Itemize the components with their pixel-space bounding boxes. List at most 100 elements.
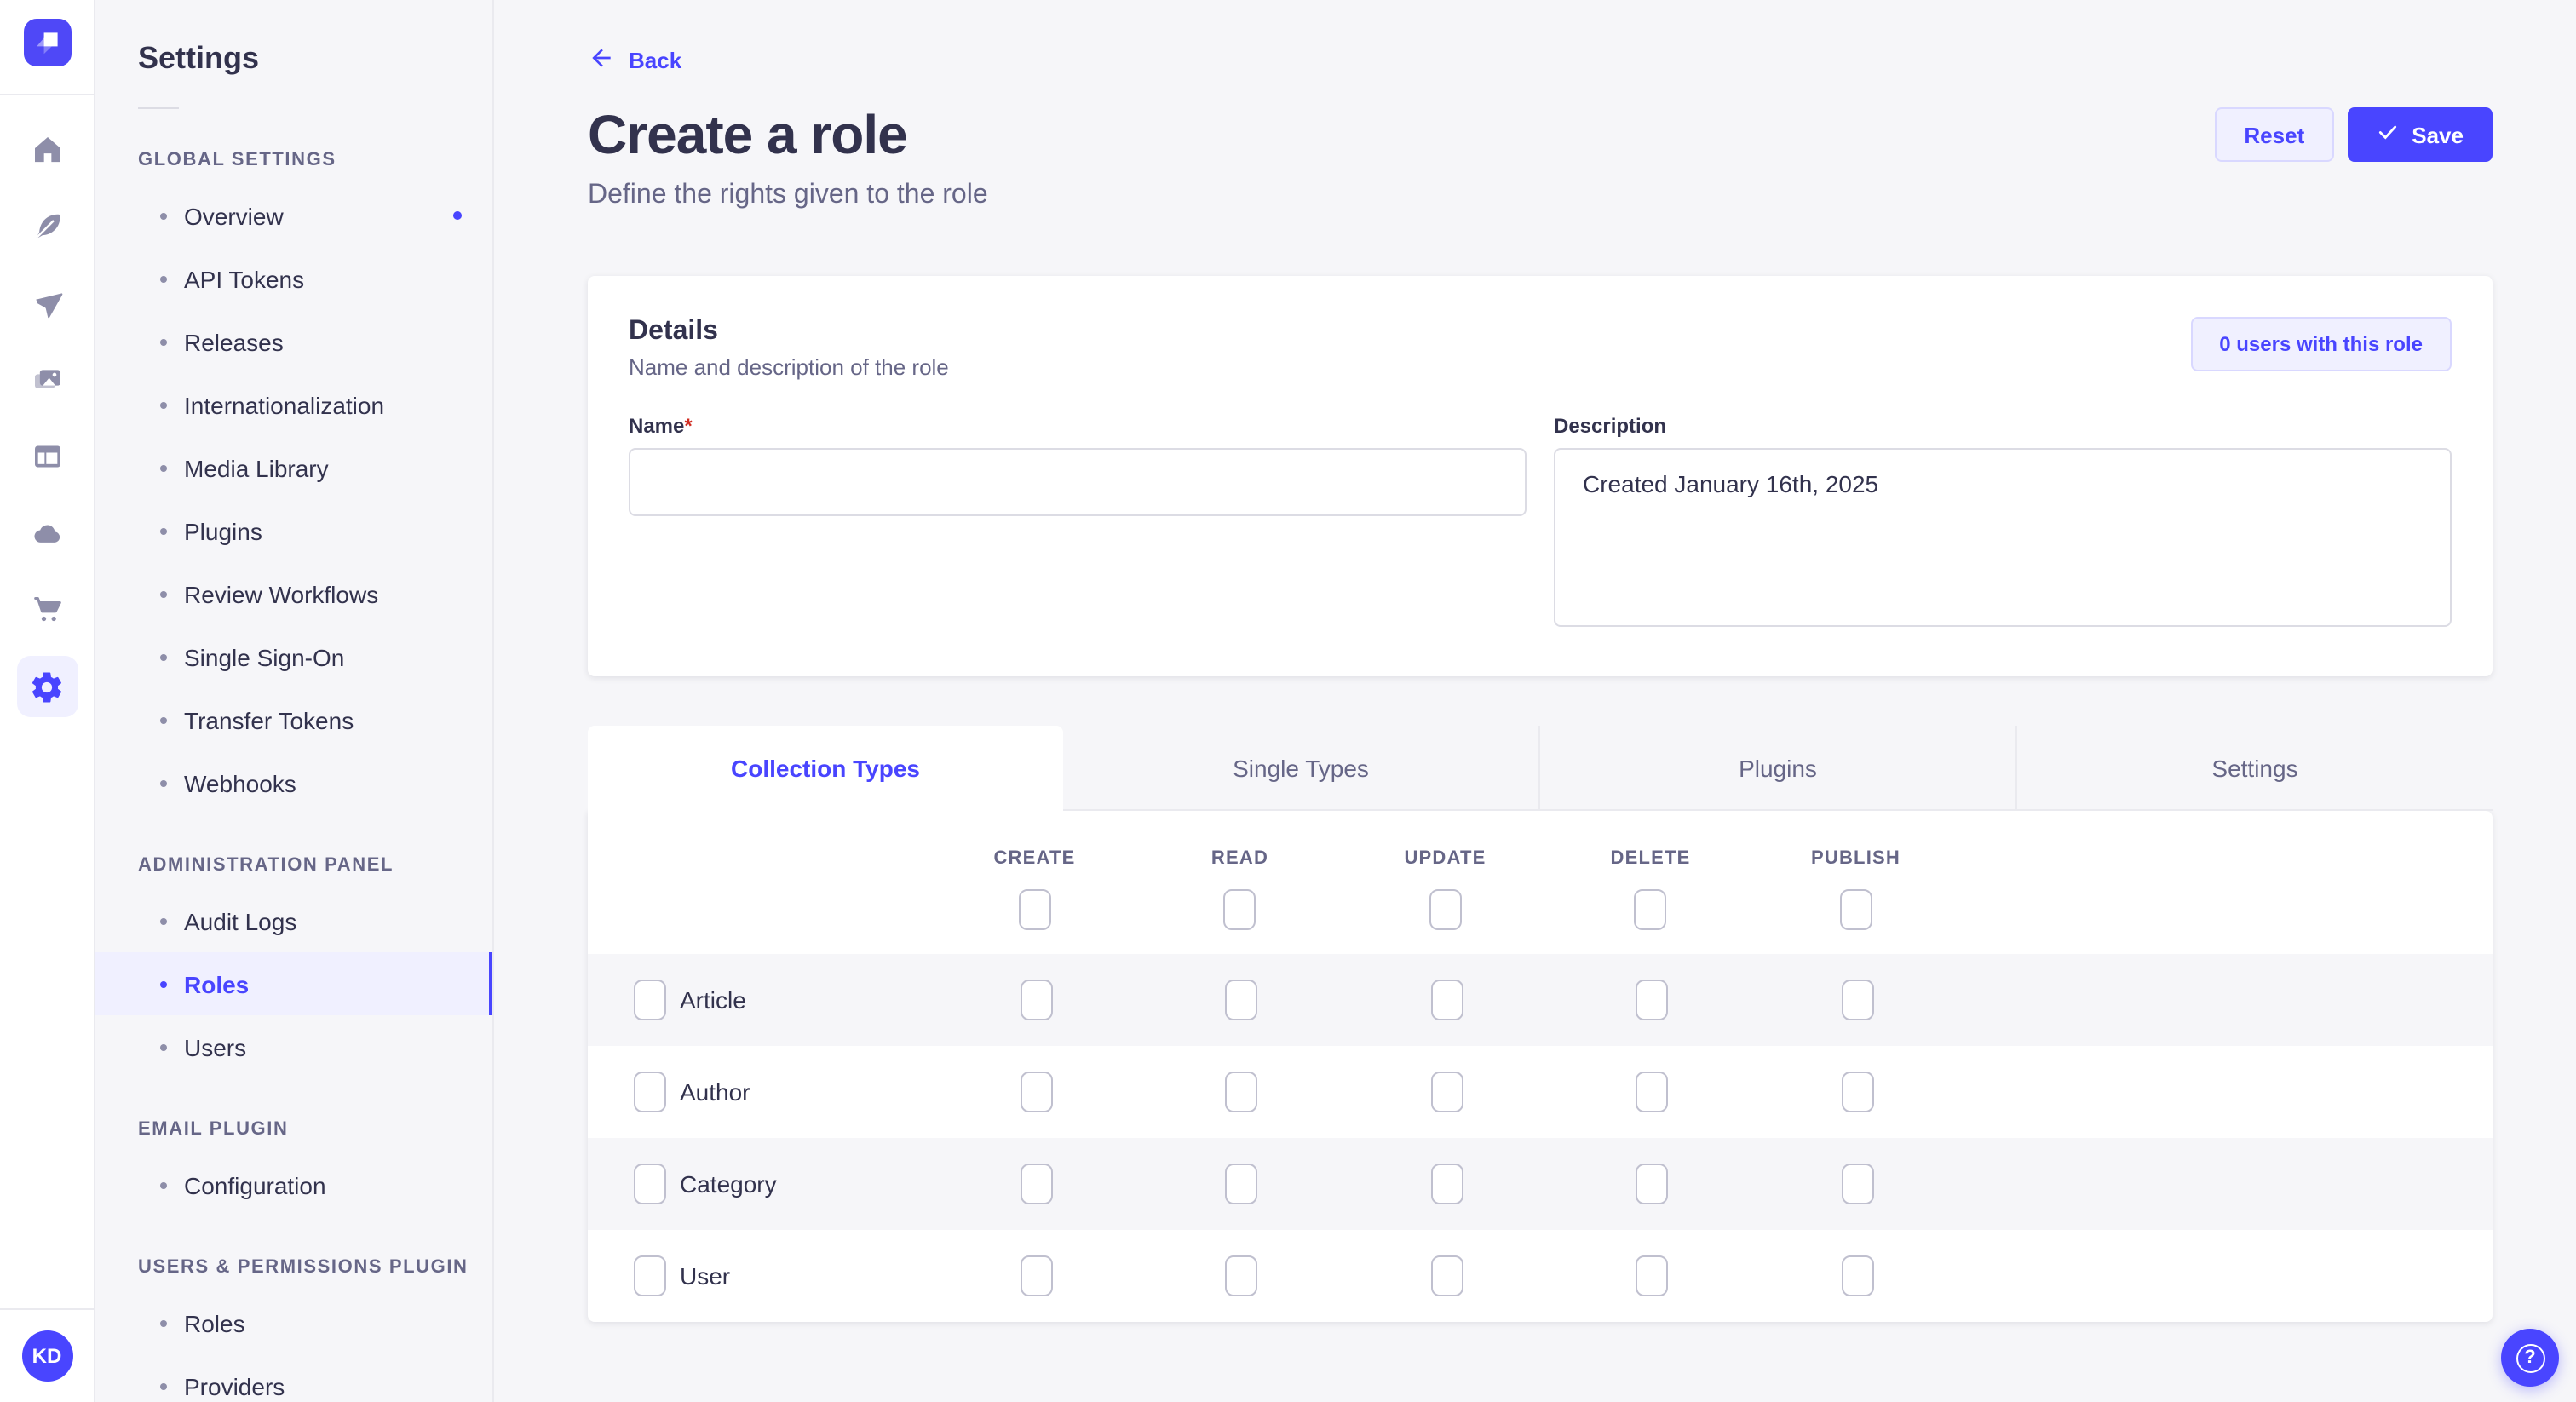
rail-item-deploy[interactable] xyxy=(16,503,78,564)
sidebar-item-roles-admin[interactable]: Roles xyxy=(95,952,492,1015)
images-icon xyxy=(30,363,64,397)
select-all-delete-checkbox[interactable] xyxy=(1634,889,1667,930)
rail-item-content-type-builder[interactable] xyxy=(16,426,78,487)
sidebar-item-label: Single Sign-On xyxy=(184,643,345,670)
description-textarea[interactable]: Created January 16th, 2025 xyxy=(1554,448,2452,627)
author-read-checkbox[interactable] xyxy=(1225,1072,1258,1112)
select-all-column-row xyxy=(588,889,2493,954)
sidebar-item-roles-up[interactable]: Roles xyxy=(95,1291,492,1354)
user-avatar[interactable]: KD xyxy=(21,1330,72,1382)
article-publish-checkbox[interactable] xyxy=(1841,980,1874,1020)
rail-item-home[interactable] xyxy=(16,119,78,181)
select-all-read-checkbox[interactable] xyxy=(1223,889,1256,930)
details-card: Details Name and description of the role… xyxy=(588,276,2493,676)
name-field-group: Name* xyxy=(629,414,1527,635)
rail-nav xyxy=(16,119,78,1308)
bullet-icon xyxy=(160,1319,167,1326)
sidebar-item-plugins[interactable]: Plugins xyxy=(95,499,492,562)
users-with-role-button[interactable]: 0 users with this role xyxy=(2190,317,2452,371)
bullet-icon xyxy=(160,464,167,471)
article-create-checkbox[interactable] xyxy=(1020,980,1053,1020)
user-read-checkbox[interactable] xyxy=(1225,1255,1258,1296)
sidebar-item-internationalization[interactable]: Internationalization xyxy=(95,373,492,436)
sidebar-item-transfer-tokens[interactable]: Transfer Tokens xyxy=(95,688,492,751)
category-publish-checkbox[interactable] xyxy=(1841,1164,1874,1204)
category-update-checkbox[interactable] xyxy=(1430,1164,1463,1204)
bullet-icon xyxy=(160,338,167,345)
row-select-checkbox[interactable] xyxy=(634,1164,666,1204)
rail-item-settings[interactable] xyxy=(16,656,78,717)
sidebar-item-audit-logs[interactable]: Audit Logs xyxy=(95,889,492,952)
notification-dot xyxy=(453,211,462,220)
row-select-checkbox[interactable] xyxy=(634,1255,666,1296)
description-label: Description xyxy=(1554,414,1667,438)
author-create-checkbox[interactable] xyxy=(1020,1072,1053,1112)
paper-plane-icon xyxy=(30,286,64,320)
row-select-checkbox[interactable] xyxy=(634,1072,666,1112)
bullet-icon xyxy=(160,653,167,660)
sidebar-item-overview[interactable]: Overview xyxy=(95,184,492,247)
sidebar-item-api-tokens[interactable]: API Tokens xyxy=(95,247,492,310)
select-all-publish-checkbox[interactable] xyxy=(1839,889,1872,930)
title-block: Create a role Define the rights given to… xyxy=(588,104,988,211)
category-read-checkbox[interactable] xyxy=(1225,1164,1258,1204)
sidebar-item-releases[interactable]: Releases xyxy=(95,310,492,373)
details-title: Details xyxy=(629,317,718,346)
article-read-checkbox[interactable] xyxy=(1225,980,1258,1020)
home-icon xyxy=(30,133,64,167)
sidebar-item-label: Roles xyxy=(184,1309,245,1336)
bullet-icon xyxy=(160,779,167,786)
row-select-checkbox[interactable] xyxy=(634,980,666,1020)
rail-item-media-library[interactable] xyxy=(16,349,78,411)
bullet-icon xyxy=(160,1043,167,1050)
save-label: Save xyxy=(2412,122,2464,147)
section-heading: ADMINISTRATION PANEL xyxy=(138,855,394,876)
required-asterisk: * xyxy=(684,414,693,438)
tab-single-types[interactable]: Single Types xyxy=(1063,726,1538,811)
header-actions: Reset Save xyxy=(2215,107,2493,162)
article-update-checkbox[interactable] xyxy=(1430,980,1463,1020)
table-row-article: Article xyxy=(588,954,2493,1046)
column-header-publish: PUBLISH xyxy=(1811,848,1900,869)
sidebar-item-providers[interactable]: Providers xyxy=(95,1354,492,1402)
reset-button[interactable]: Reset xyxy=(2215,107,2334,162)
bullet-icon xyxy=(160,716,167,723)
sidebar-item-webhooks[interactable]: Webhooks xyxy=(95,751,492,814)
subnav-title: Settings xyxy=(138,41,260,75)
row-label: Author xyxy=(680,1078,750,1106)
tab-settings[interactable]: Settings xyxy=(2015,726,2493,811)
column-header-read: READ xyxy=(1210,848,1269,869)
check-icon xyxy=(2376,121,2398,148)
tab-collection-types[interactable]: Collection Types xyxy=(588,726,1063,811)
save-button[interactable]: Save xyxy=(2347,107,2493,162)
gear-icon xyxy=(29,669,65,704)
sidebar-item-review-workflows[interactable]: Review Workflows xyxy=(95,562,492,625)
sidebar-item-users[interactable]: Users xyxy=(95,1015,492,1078)
sidebar-item-media-library[interactable]: Media Library xyxy=(95,436,492,499)
user-publish-checkbox[interactable] xyxy=(1841,1255,1874,1296)
name-input[interactable] xyxy=(629,448,1527,516)
rail-item-releases[interactable] xyxy=(16,273,78,334)
author-publish-checkbox[interactable] xyxy=(1841,1072,1874,1112)
details-header: Details Name and description of the role… xyxy=(629,317,2452,380)
sidebar-item-configuration[interactable]: Configuration xyxy=(95,1153,492,1216)
tab-plugins[interactable]: Plugins xyxy=(1538,726,2015,811)
logo-box[interactable] xyxy=(0,0,94,95)
article-delete-checkbox[interactable] xyxy=(1636,980,1669,1020)
author-delete-checkbox[interactable] xyxy=(1636,1072,1669,1112)
user-update-checkbox[interactable] xyxy=(1430,1255,1463,1296)
page-title: Create a role xyxy=(588,104,908,165)
rail-item-marketplace[interactable] xyxy=(16,579,78,641)
user-create-checkbox[interactable] xyxy=(1020,1255,1053,1296)
back-link[interactable]: Back xyxy=(588,44,681,77)
user-delete-checkbox[interactable] xyxy=(1636,1255,1669,1296)
select-all-update-checkbox[interactable] xyxy=(1429,889,1462,930)
help-button[interactable]: ? xyxy=(2501,1329,2559,1387)
back-label: Back xyxy=(629,48,682,73)
rail-item-content-manager[interactable] xyxy=(16,196,78,257)
select-all-create-checkbox[interactable] xyxy=(1018,889,1051,930)
category-create-checkbox[interactable] xyxy=(1020,1164,1053,1204)
author-update-checkbox[interactable] xyxy=(1430,1072,1463,1112)
sidebar-item-single-sign-on[interactable]: Single Sign-On xyxy=(95,625,492,688)
category-delete-checkbox[interactable] xyxy=(1636,1164,1669,1204)
